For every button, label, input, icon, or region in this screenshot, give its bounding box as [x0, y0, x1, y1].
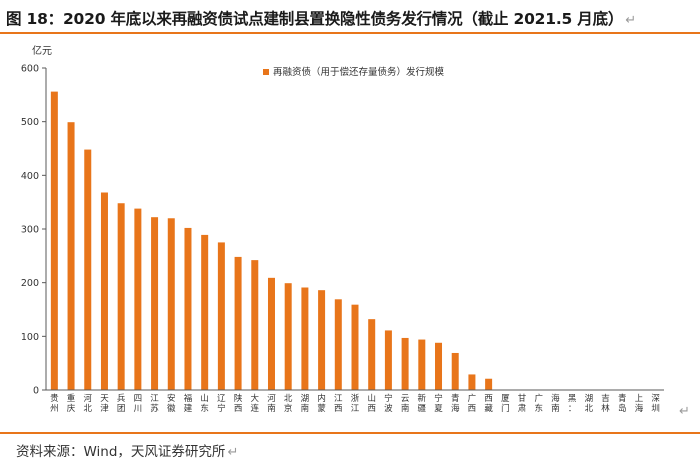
bar	[234, 256, 242, 390]
y-tick-label: 0	[33, 386, 39, 397]
x-tick-label: 深圳	[651, 394, 660, 414]
x-tick-label: 天津	[100, 394, 109, 414]
x-tick-label: 贵州	[50, 393, 59, 414]
x-tick-label: 福建	[184, 393, 193, 414]
legend-label: 再融资债（用于偿还存量债务）发行规模	[273, 66, 445, 78]
bar	[100, 192, 108, 390]
bar	[384, 330, 392, 390]
bar	[84, 149, 92, 390]
bar	[67, 122, 75, 390]
x-tick-label: 北京	[284, 394, 293, 414]
x-tick-label: 大连	[251, 393, 260, 414]
y-tick-label: 100	[21, 332, 39, 343]
x-tick-label: 河南	[267, 393, 276, 414]
x-tick-label: 河北	[83, 393, 92, 414]
x-tick-label: 山西	[367, 393, 376, 414]
legend-swatch	[263, 69, 269, 75]
bar	[351, 304, 359, 390]
bars	[50, 91, 493, 390]
x-tick-label: 湖北	[585, 394, 594, 414]
x-tick-label: 甘肃	[518, 393, 527, 414]
footer: 资料来源：Wind，天风证券研究所 ↵	[0, 432, 700, 464]
x-tick-label: 山东	[200, 393, 209, 414]
y-tick-label: 200	[21, 278, 39, 289]
bar	[334, 299, 342, 390]
bar	[50, 91, 58, 390]
bar	[401, 337, 409, 390]
x-tick-label: 四川	[134, 394, 143, 414]
x-tick-label: 江苏	[150, 394, 159, 414]
bar-chart: 亿元 0 100 200 300 400 500 600 贵州重庆河北天津兵团四川江苏安徽福建…	[21, 44, 664, 414]
chart-title: 图 18：2020 年底以来再融资债试点建制县置换隐性债务发行情况（截止 202…	[6, 10, 636, 28]
bar	[485, 378, 493, 390]
bar	[468, 374, 476, 390]
bar	[284, 283, 292, 390]
x-tick-label: 宁波	[384, 393, 393, 414]
y-axis-unit-label: 亿元	[32, 44, 52, 57]
bar	[451, 352, 459, 390]
x-tick-label: 西藏	[484, 394, 493, 414]
x-axis: 贵州重庆河北天津兵团四川江苏安徽福建山东辽宁陕西大连河南北京湖南内蒙江西浙江山西…	[46, 389, 664, 414]
x-tick-label: 新疆	[418, 393, 427, 414]
y-tick-label: 600	[21, 64, 39, 75]
x-tick-label: 江西	[334, 394, 343, 414]
x-tick-label: 陕西	[234, 393, 243, 414]
x-tick-label: 辽宁	[217, 394, 226, 414]
x-tick-label: 青岛	[618, 393, 627, 414]
bar	[368, 319, 376, 390]
title-bar: 图 18：2020 年底以来再融资债试点建制县置换隐性债务发行情况（截止 202…	[0, 0, 700, 34]
legend: 再融资债（用于偿还存量债务）发行规模	[263, 66, 445, 78]
bar	[251, 260, 259, 390]
bar	[418, 339, 426, 390]
y-axis: 亿元 0 100 200 300 400 500 600	[21, 44, 52, 397]
x-tick-label: 浙江	[351, 393, 360, 414]
return-mark-chart: ↵	[679, 404, 690, 419]
x-tick-label: 安徽	[167, 393, 176, 414]
bar	[318, 290, 326, 390]
x-tick-label: 湖南	[301, 394, 310, 414]
y-tick-label: 400	[21, 171, 39, 182]
bar	[301, 287, 309, 390]
x-tick-label: 青海	[451, 393, 460, 414]
x-tick-label: 海南	[551, 393, 560, 414]
x-tick-label: 吉林	[601, 394, 610, 414]
x-tick-label: 上海	[635, 394, 644, 414]
y-tick-label: 300	[21, 225, 39, 236]
x-tick-label: 广东	[534, 393, 543, 414]
y-tick-label: 500	[21, 117, 39, 128]
bar	[184, 227, 192, 390]
bar	[167, 218, 175, 390]
x-tick-label: 黑：	[568, 394, 577, 414]
bar	[134, 208, 142, 390]
x-tick-label: 内蒙	[317, 393, 326, 414]
bar	[435, 342, 443, 390]
bar	[217, 242, 225, 390]
x-tick-label: 广西	[468, 393, 477, 414]
x-tick-label: 宁夏	[434, 393, 443, 414]
x-tick-label: 兵团	[117, 393, 126, 414]
bar	[117, 203, 125, 390]
bar	[267, 277, 275, 390]
source-note: 资料来源：Wind，天风证券研究所 ↵	[16, 444, 239, 460]
bar	[151, 217, 159, 390]
x-tick-label: 重庆	[67, 393, 76, 414]
x-tick-label: 厦门	[501, 394, 510, 414]
return-mark-source: ↵	[227, 445, 239, 460]
bar	[201, 234, 209, 390]
return-mark: ↵	[625, 13, 636, 28]
x-tick-label: 云南	[401, 394, 410, 414]
